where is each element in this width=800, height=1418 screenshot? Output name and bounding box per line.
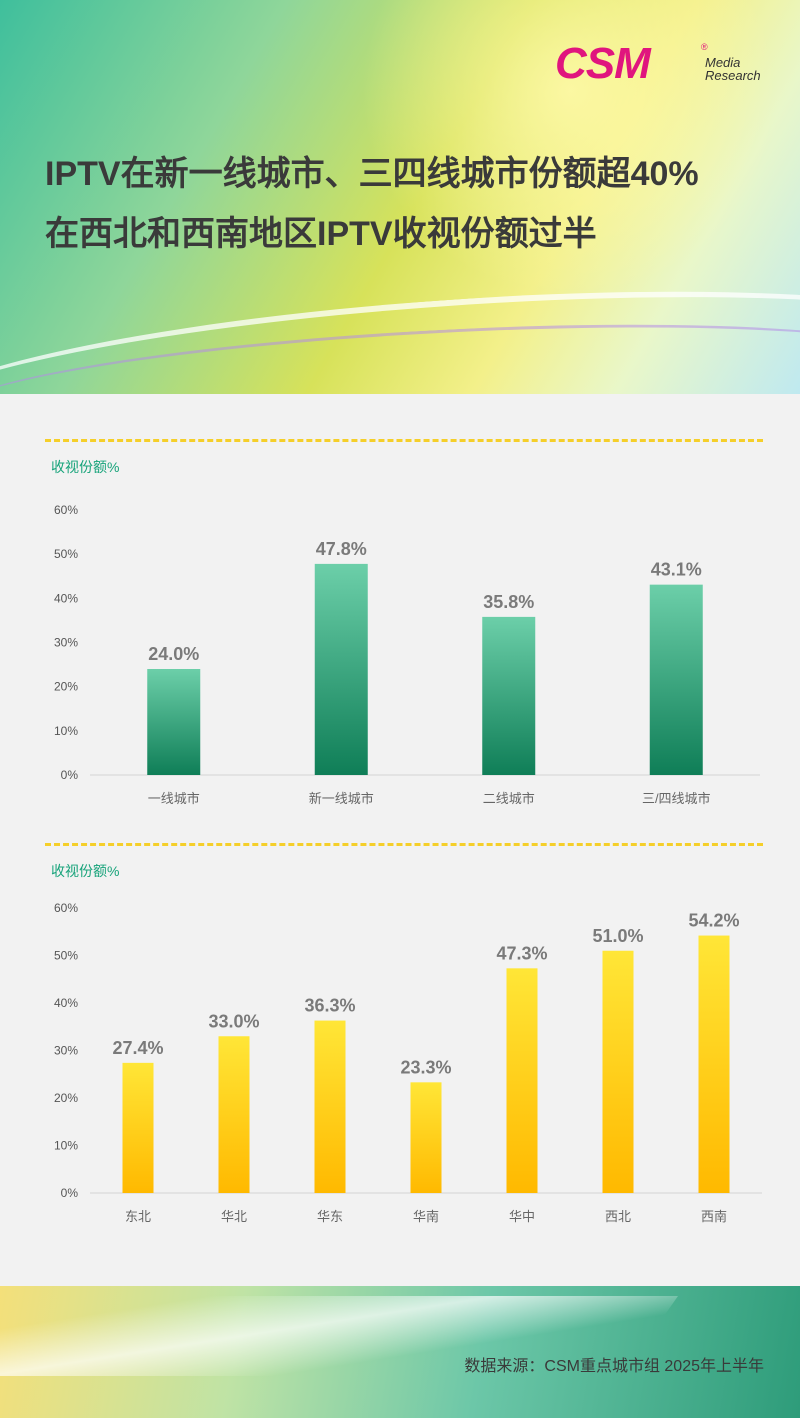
y-tick-label: 50%	[54, 949, 78, 963]
chart2-region-bars: 0% 10% 20% 30% 40% 50% 60% 27.4% 东北 33.0% 华北 36.3% 华…	[54, 901, 762, 1224]
y-tick-label: 0%	[61, 1186, 79, 1200]
x-category-label: 一线城市	[148, 791, 200, 806]
chart1-divider	[45, 439, 763, 442]
x-category-label: 华中	[509, 1209, 535, 1224]
bar-value-label: 27.4%	[112, 1038, 163, 1058]
data-source: 数据来源：CSM重点城市组 2025年上半年	[464, 1358, 764, 1375]
chart2-ylabel: 收视份额%	[51, 863, 120, 879]
bar-value-label: 33.0%	[208, 1011, 259, 1031]
bar-value-label: 47.3%	[496, 943, 547, 963]
y-tick-label: 40%	[54, 591, 78, 605]
chart1-ylabel: 收视份额%	[51, 459, 120, 475]
x-category-label: 二线城市	[483, 791, 535, 806]
y-tick-label: 30%	[54, 1044, 78, 1058]
csm-logo: CSM ® Media Research	[555, 42, 775, 88]
x-category-label: 三/四线城市	[642, 791, 711, 806]
bar	[410, 1082, 442, 1193]
footer-banner: 数据来源：CSM重点城市组 2025年上半年	[0, 1286, 800, 1418]
bar	[698, 935, 730, 1193]
bar	[147, 669, 201, 775]
logo-brand: CSM	[555, 39, 651, 88]
chart2-divider	[45, 843, 763, 846]
y-tick-label: 10%	[54, 724, 78, 738]
y-tick-label: 60%	[54, 503, 78, 517]
bar-value-label: 54.2%	[688, 911, 739, 931]
bar	[314, 563, 368, 775]
y-tick-label: 20%	[54, 1091, 78, 1105]
bar-value-label: 51.0%	[592, 926, 643, 946]
x-category-label: 华南	[413, 1209, 439, 1224]
page-title-line1: IPTV在新一线城市、三四线城市份额超40%	[45, 155, 699, 193]
bar	[649, 584, 703, 775]
bar	[314, 1020, 346, 1193]
x-category-label: 华北	[221, 1209, 247, 1224]
bar-value-label: 24.0%	[148, 644, 199, 664]
chart1-city-tier-bars: 0% 10% 20% 30% 40% 50% 60% 24.0% 一线城市 47.8% 新一线城市 3…	[54, 503, 760, 806]
x-category-label: 华东	[317, 1209, 343, 1224]
y-tick-label: 10%	[54, 1139, 78, 1153]
y-tick-label: 50%	[54, 547, 78, 561]
bar-value-label: 43.1%	[651, 560, 702, 580]
bar	[506, 968, 538, 1193]
y-tick-label: 30%	[54, 636, 78, 650]
bar	[122, 1062, 154, 1193]
bar-value-label: 36.3%	[304, 996, 355, 1016]
x-category-label: 西南	[701, 1209, 727, 1224]
y-tick-label: 60%	[54, 901, 78, 915]
x-category-label: 东北	[125, 1209, 151, 1224]
y-tick-label: 0%	[61, 768, 79, 782]
bar	[602, 950, 634, 1193]
logo-research: Research	[705, 68, 761, 83]
bar	[218, 1036, 250, 1193]
bar-value-label: 47.8%	[316, 539, 367, 559]
page-title-line2: 在西北和西南地区IPTV收视份额过半	[45, 215, 597, 253]
bar-value-label: 35.8%	[483, 592, 534, 612]
y-tick-label: 20%	[54, 680, 78, 694]
logo-registered-mark: ®	[701, 42, 708, 52]
bar	[482, 616, 536, 775]
x-category-label: 新一线城市	[309, 791, 374, 806]
x-category-label: 西北	[605, 1209, 631, 1224]
logo-media: Media	[705, 55, 741, 70]
y-tick-label: 40%	[54, 996, 78, 1010]
header-banner: CSM ® Media Research IPTV在新一线城市、三四线城市份额超…	[0, 0, 800, 394]
bar-value-label: 23.3%	[400, 1057, 451, 1077]
